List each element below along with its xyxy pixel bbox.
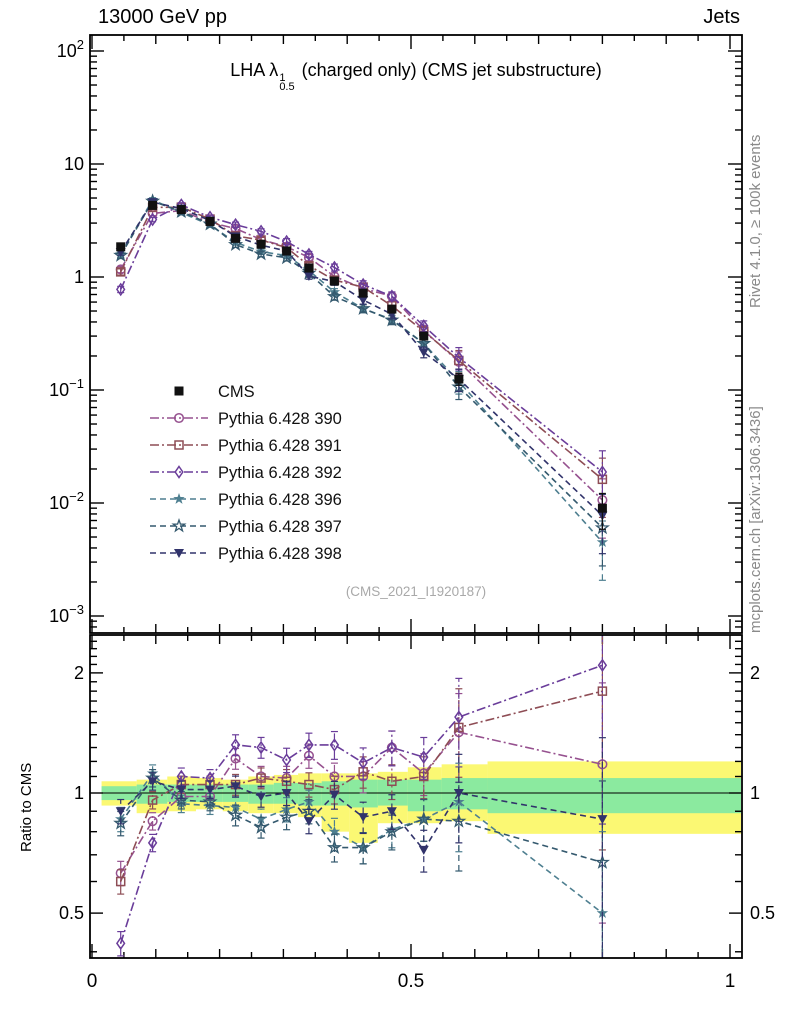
observable-title: LHA λ 1 0.5 (charged only) (CMS jet substr… [90, 60, 742, 92]
legend-label: Pythia 6.428 398 [218, 545, 342, 563]
analysis-id-watermark: (CMS_2021_I1920187) [345, 584, 487, 599]
series-pythia-397-main [113, 193, 610, 567]
series-pythia-398-main [115, 198, 608, 555]
ratio-panel: 2 2 1 1 0.5 0.5 0 0.5 1 [59, 634, 775, 992]
title-prefix: LHA λ [230, 60, 279, 80]
title-superscript: 1 [279, 71, 286, 84]
legend-label: Pythia 6.428 392 [218, 464, 342, 482]
ratio-y-tick-label-right: 2 [750, 663, 760, 683]
x-tick-label: 0 [87, 971, 98, 992]
title-suffix: (charged only) (CMS jet substructure) [296, 60, 602, 80]
legend-label: Pythia 6.428 391 [218, 437, 342, 455]
main-y-tick-label: 10−1 [49, 376, 84, 400]
main-y-tick-label: 1 [74, 267, 84, 287]
beam-energy-label: 13000 GeV pp [98, 6, 227, 28]
ratio-y-tick-label: 2 [74, 663, 84, 683]
series-pythia-396-main [115, 193, 609, 581]
ratio-y-tick-label-right: 0.5 [750, 903, 775, 923]
green-band [298, 782, 322, 806]
ratio-axis-label: Ratio to CMS [18, 762, 35, 852]
ratio-y-tick-label: 1 [74, 783, 84, 803]
main-panel: 102 10 1 10−1 10−2 10−3 CMS Pythia 6.428 390 Pyt… [49, 34, 743, 634]
analysis-group-label: Jets [703, 6, 740, 28]
legend-label: Pythia 6.428 397 [218, 518, 342, 536]
uncertainty-bands [101, 761, 741, 843]
series-pythia-398-ratio [115, 737, 608, 957]
mcplots-credit-label: mcplots.cern.ch [arXiv:1306.3436] [747, 406, 764, 633]
series-pythia-391-ratio [115, 636, 608, 895]
green-band [487, 778, 741, 814]
x-tick-label: 1 [725, 971, 736, 992]
main-y-tick-label: 10−3 [49, 602, 84, 626]
legend-label: CMS [218, 383, 255, 401]
x-tick-label: 0.5 [398, 971, 424, 992]
ratio-y-tick-label-right: 1 [750, 783, 760, 803]
series-pythia-391-main [115, 202, 608, 519]
rivet-version-label: Rivet 4.1.0, ≥ 100k events [747, 134, 764, 308]
main-y-tick-label: 10−2 [49, 489, 84, 513]
main-y-tick-label: 10 [64, 154, 84, 174]
ratio-y-tick-label: 0.5 [59, 903, 84, 923]
legend-label: Pythia 6.428 396 [218, 491, 342, 509]
main-y-tick-label: 102 [57, 37, 84, 61]
series-cms [116, 200, 607, 530]
title-supsub: 1 0.5 [279, 71, 295, 93]
title-subscript: 0.5 [279, 80, 295, 93]
legend-label: Pythia 6.428 390 [218, 410, 342, 428]
legend: CMS Pythia 6.428 390 Pythia 6.428 391 Pythi… [150, 383, 342, 563]
series-pythia-390-main [115, 205, 608, 539]
